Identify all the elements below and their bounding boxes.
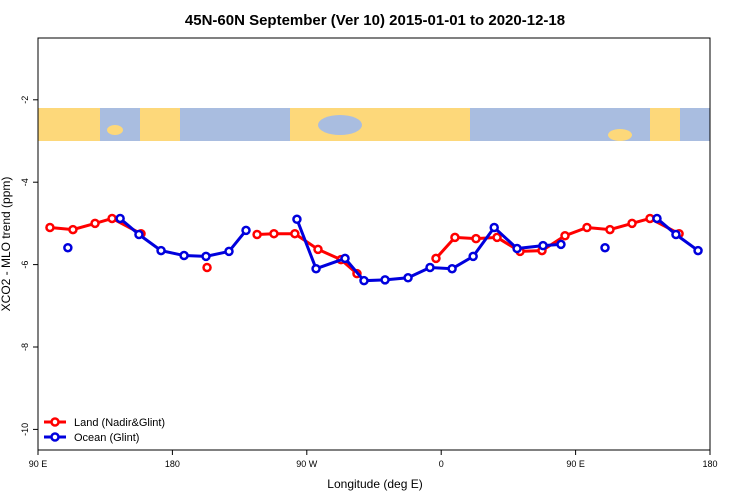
x-axis-label: Longitude (deg E) [327,477,422,491]
data-point [380,275,390,285]
data-point [538,240,548,251]
data-point [115,213,125,224]
y-axis-label: XCO2 - MLO trend (ppm) [0,177,13,312]
x-tick-label: 180 [702,459,717,469]
data-point [241,225,251,236]
data-point [252,229,262,240]
data-point [156,245,166,256]
y-tick-label: -2 [20,96,30,104]
data-point [311,263,321,274]
legend-marker [50,432,60,442]
data-point [693,245,703,256]
legend-label: Land (Nadir&Glint) [74,417,165,429]
y-tick-label: -6 [20,261,30,269]
data-point [512,243,522,254]
data-point [201,251,211,262]
data-point [68,224,78,235]
data-point [582,222,592,233]
data-point [560,231,570,241]
x-tick-label: 0 [439,459,444,469]
x-tick-label: 90 E [566,459,585,469]
data-point [605,224,615,235]
data-point [63,242,73,253]
data-point [202,262,212,273]
data-point [134,229,144,240]
data-point [179,250,189,261]
y-tick-label: -8 [20,343,30,351]
data-point [447,263,457,274]
data-point [107,213,117,224]
chart-title: 45N-60N September (Ver 10) 2015-01-01 to… [185,12,565,29]
data-point [292,214,302,225]
data-point [671,229,681,240]
data-point [425,262,435,273]
legend-marker [50,417,60,427]
plot-frame [37,37,711,451]
data-point [450,232,460,243]
data-point [359,275,369,286]
legend-label: Ocean (Glint) [74,432,139,444]
data-point [90,218,100,229]
data-point [45,222,55,233]
data-point [492,232,502,243]
x-tick-label: 90 W [296,459,318,469]
data-point [290,228,300,239]
data-point [471,233,481,244]
x-tick-label: 90 E [29,459,48,469]
data-point [224,246,234,257]
series-line [256,232,358,275]
data-point [340,253,350,264]
data-point [489,222,499,233]
data-point [600,242,610,253]
data-point [652,213,662,224]
data-point [556,239,566,250]
x-tick-label: 180 [165,459,180,469]
data-point [269,228,279,239]
data-point [313,244,323,255]
data-point [627,218,637,229]
map-band [38,108,710,141]
y-tick-label: -10 [20,423,30,436]
data-point [431,253,441,264]
data-point [468,251,478,262]
y-tick-label: -4 [20,178,30,186]
data-point [403,273,413,283]
